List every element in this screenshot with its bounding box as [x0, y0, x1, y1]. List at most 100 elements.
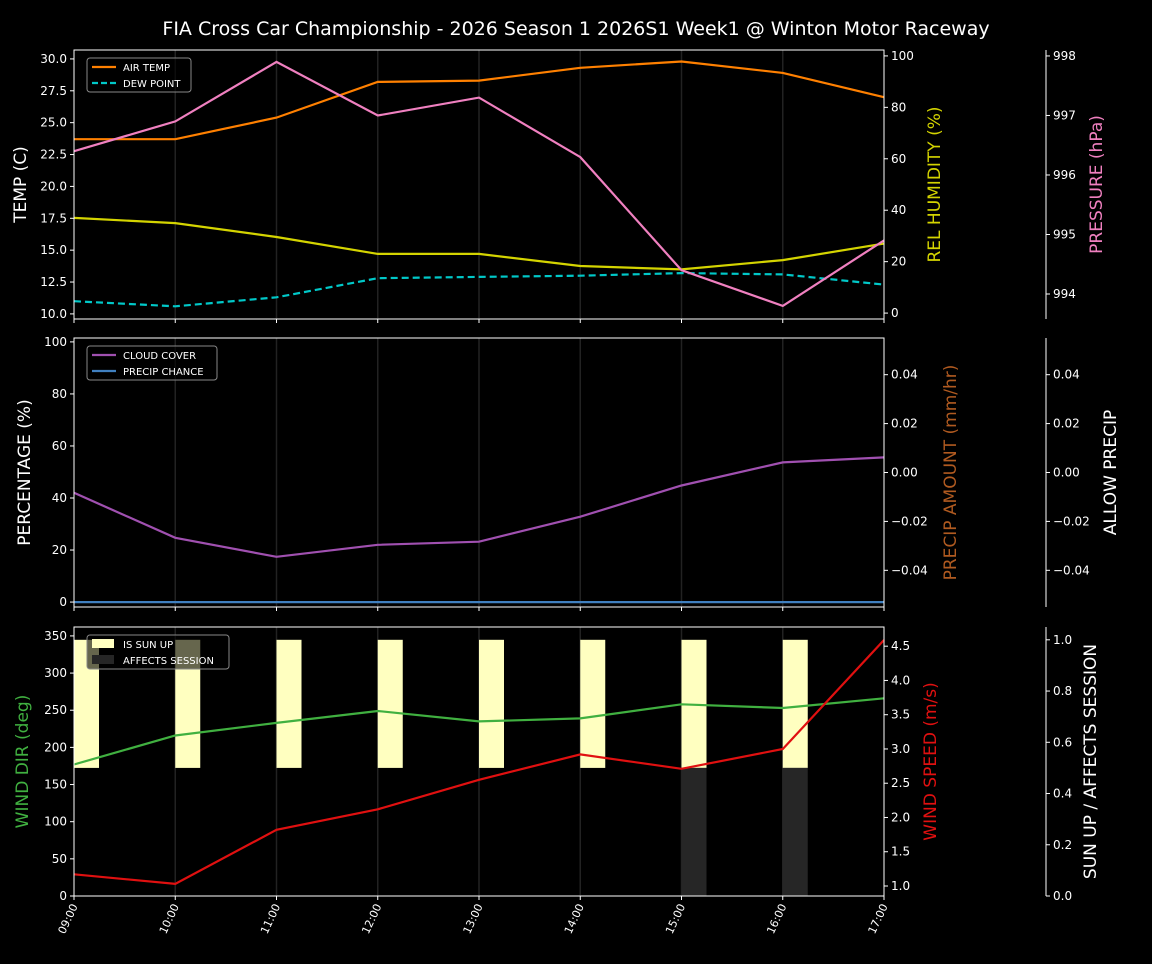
- y-tick-label: −0.04: [1053, 563, 1090, 577]
- legend: IS SUN UP AFFECTS SESSION: [86, 634, 230, 670]
- y-tick-label: 17.5: [40, 211, 67, 225]
- y-tick-label: 0.04: [1053, 368, 1080, 382]
- panel-1: 10.0 12.5 15.0 17.5 20.0 22.5 25.0 27.5 30.0 TEMP…: [11, 49, 1107, 323]
- dir-line: [73, 697, 885, 766]
- pres-line: [73, 60, 885, 308]
- panel-3: 09:00 10:00 11:00 12:00 13:00 14:00 15:00 16:00…: [13, 626, 1101, 936]
- sun-up-bar: [377, 639, 403, 768]
- y-tick-label: 0: [59, 595, 67, 609]
- y-tick-label: 20.0: [40, 179, 67, 193]
- legend-box: [86, 634, 230, 670]
- y-tick-label: 10.0: [40, 307, 67, 321]
- hum-line: [73, 216, 885, 271]
- x-tick-label: 10:00: [157, 902, 182, 936]
- y-tick-label: 60: [52, 439, 67, 453]
- y-tick-label: 80: [891, 100, 906, 114]
- y-axis-label: SUN UP / AFFECTS SESSION: [1081, 644, 1101, 879]
- legend: CLOUD COVER PRECIP CHANCE: [86, 345, 218, 381]
- y-tick-label: 100: [891, 49, 914, 63]
- affects-session-bar: [681, 767, 707, 896]
- legend: AIR TEMP DEW POINT: [86, 57, 192, 93]
- y-tick-label: 30.0: [40, 52, 67, 66]
- y-axis-label: PERCENTAGE (%): [15, 399, 35, 545]
- y-tick-label: 22.5: [40, 148, 67, 162]
- x-tick-label: 16:00: [764, 902, 789, 936]
- y-tick-label: 1.5: [891, 845, 910, 859]
- y-tick-label: 1.0: [891, 879, 910, 893]
- y-tick-label: 0: [59, 889, 67, 903]
- y-axis-label: WIND DIR (deg): [13, 695, 33, 829]
- x-tick-label: 09:00: [56, 902, 81, 936]
- y-tick-label: 3.0: [891, 742, 910, 756]
- y-tick-label: 50: [52, 852, 67, 866]
- y-axis-label: PRECIP AMOUNT (mm/hr): [941, 365, 961, 581]
- y-tick-label: 998: [1053, 49, 1076, 63]
- y-tick-label: 15.0: [40, 243, 67, 257]
- cloud-cover-line: [73, 456, 885, 558]
- y-tick-label: 27.5: [40, 84, 67, 98]
- y-tick-label: −0.02: [1053, 514, 1090, 528]
- x-tick-label: 12:00: [359, 902, 384, 936]
- sun-up-bar: [479, 639, 504, 768]
- y-tick-label: 995: [1053, 227, 1076, 241]
- sun-up-bar: [580, 639, 606, 768]
- y-tick-label: 60: [891, 152, 906, 166]
- y-tick-label: 40: [891, 203, 906, 217]
- y-tick-label: 350: [44, 629, 67, 643]
- spd-line: [73, 639, 885, 886]
- y-tick-label: 12.5: [40, 275, 67, 289]
- y-tick-label: 0.4: [1053, 787, 1072, 801]
- y-tick-label: 994: [1053, 287, 1076, 301]
- legend-label: DEW POINT: [123, 79, 181, 90]
- y-tick-label: 0.6: [1053, 735, 1072, 749]
- y-tick-label: 20: [52, 543, 67, 557]
- y-tick-label: 100: [44, 335, 67, 349]
- legend-label: CLOUD COVER: [123, 351, 196, 362]
- y-axis-label: WIND SPEED (m/s): [921, 682, 941, 840]
- y-axis-label: TEMP (C): [11, 146, 31, 224]
- y-tick-label: 250: [44, 703, 67, 717]
- y-tick-label: −0.02: [891, 514, 928, 528]
- panel-2: 0 20 40 60 80 100 PERCENTAGE (%) −0.04 −0.02 0.00…: [15, 335, 1121, 611]
- legend-label: PRECIP CHANCE: [123, 367, 204, 378]
- y-tick-label: 4.0: [891, 673, 910, 687]
- y-tick-label: 1.0: [1053, 633, 1072, 647]
- y-tick-label: 3.5: [891, 708, 910, 722]
- y-tick-label: −0.04: [891, 563, 928, 577]
- sun-up-bar: [276, 639, 302, 768]
- affects-session-bar: [782, 767, 808, 896]
- y-tick-label: 40: [52, 491, 67, 505]
- y-axis-label: ALLOW PRECIP: [1101, 410, 1121, 536]
- y-axis-label: REL HUMIDITY (%): [925, 106, 945, 262]
- legend-label: AIR TEMP: [123, 63, 170, 74]
- legend-label: AFFECTS SESSION: [123, 656, 214, 667]
- x-tick-label: 15:00: [663, 902, 688, 936]
- legend-swatch: [92, 639, 114, 648]
- y-tick-label: 200: [44, 740, 67, 754]
- y-tick-label: 0.0: [1053, 889, 1072, 903]
- y-axis-label: PRESSURE (hPa): [1087, 115, 1107, 254]
- dew-point-line: [73, 271, 885, 308]
- y-tick-label: 0.8: [1053, 684, 1072, 698]
- y-tick-label: 300: [44, 666, 67, 680]
- y-tick-label: 0.04: [891, 368, 918, 382]
- legend-label: IS SUN UP: [123, 640, 173, 651]
- y-tick-label: 4.5: [891, 639, 910, 653]
- y-tick-label: 80: [52, 387, 67, 401]
- chart-title: FIA Cross Car Championship - 2026 Season…: [162, 18, 989, 40]
- y-tick-label: 20: [891, 255, 906, 269]
- x-tick-label: 14:00: [562, 902, 587, 936]
- y-tick-label: 996: [1053, 168, 1076, 182]
- x-tick-label: 17:00: [866, 902, 891, 936]
- y-tick-label: 997: [1053, 108, 1076, 122]
- y-tick-label: 0.2: [1053, 838, 1072, 852]
- y-tick-label: 0.00: [1053, 466, 1080, 480]
- y-tick-label: 150: [44, 778, 67, 792]
- y-tick-label: 0: [891, 306, 899, 320]
- sun-up-bar: [782, 639, 808, 768]
- x-tick-label: 13:00: [461, 902, 486, 936]
- y-tick-label: 25.0: [40, 116, 67, 130]
- y-tick-label: 2.0: [891, 810, 910, 824]
- legend-box: [86, 345, 218, 381]
